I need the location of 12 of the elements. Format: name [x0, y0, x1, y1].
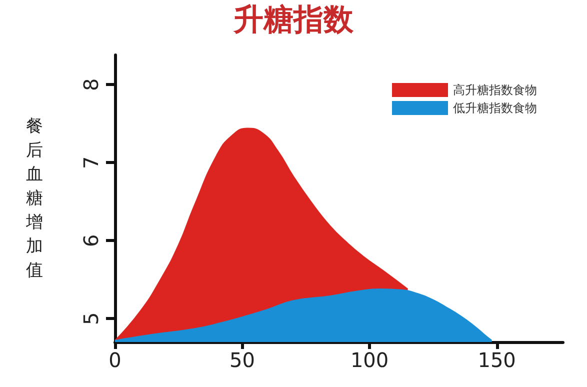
y-tick-label: 7 — [79, 156, 103, 169]
x-tick-label: 100 — [350, 348, 389, 372]
x-tick-label: 50 — [230, 348, 255, 372]
legend-label: 高升糖指数食物 — [453, 83, 537, 97]
y-tick-label: 8 — [79, 78, 103, 92]
y-tick-label: 5 — [79, 312, 103, 325]
chart-title: 升糖指数 — [232, 2, 354, 38]
y-tick-label: 6 — [79, 234, 103, 247]
legend-label: 低升糖指数食物 — [453, 101, 537, 115]
y-axis-title: 餐后血糖增加值 — [25, 116, 43, 280]
x-tick-label: 150 — [478, 348, 516, 372]
x-tick-label: 0 — [108, 348, 122, 372]
